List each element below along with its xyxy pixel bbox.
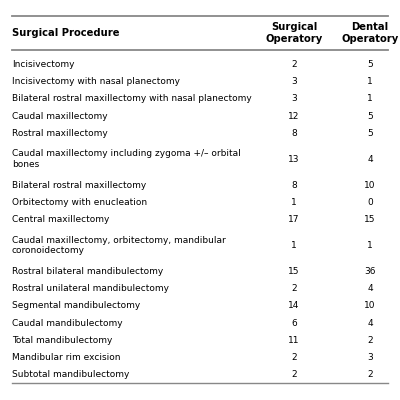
- Text: 2: 2: [367, 336, 373, 345]
- Text: Incisivectomy: Incisivectomy: [12, 60, 74, 69]
- Text: 1: 1: [291, 198, 297, 207]
- Text: Orbitectomy with enucleation: Orbitectomy with enucleation: [12, 198, 147, 207]
- Text: Caudal mandibulectomy: Caudal mandibulectomy: [12, 318, 123, 328]
- Text: 6: 6: [291, 318, 297, 328]
- Text: Caudal maxillectomy including zygoma +/– orbital
bones: Caudal maxillectomy including zygoma +/–…: [12, 150, 241, 169]
- Text: Rostral maxillectomy: Rostral maxillectomy: [12, 129, 108, 138]
- Text: Total mandibulectomy: Total mandibulectomy: [12, 336, 112, 345]
- Text: Surgical
Operatory: Surgical Operatory: [265, 22, 323, 44]
- Text: 5: 5: [367, 112, 373, 120]
- Text: 3: 3: [367, 353, 373, 362]
- Text: 4: 4: [367, 318, 373, 328]
- Text: 1: 1: [367, 241, 373, 250]
- Text: Subtotal mandibulectomy: Subtotal mandibulectomy: [12, 370, 129, 379]
- Text: 2: 2: [367, 370, 373, 379]
- Text: 5: 5: [367, 60, 373, 69]
- Text: 2: 2: [291, 284, 297, 293]
- Text: 15: 15: [364, 215, 376, 224]
- Text: Rostral unilateral mandibulectomy: Rostral unilateral mandibulectomy: [12, 284, 169, 293]
- Text: 11: 11: [288, 336, 300, 345]
- Text: 14: 14: [288, 301, 300, 310]
- Text: Bilateral rostral maxillectomy: Bilateral rostral maxillectomy: [12, 180, 146, 190]
- Text: Bilateral rostral maxillectomy with nasal planectomy: Bilateral rostral maxillectomy with nasa…: [12, 94, 252, 103]
- Text: Mandibular rim excision: Mandibular rim excision: [12, 353, 120, 362]
- Text: 5: 5: [367, 129, 373, 138]
- Text: 8: 8: [291, 129, 297, 138]
- Text: Central maxillectomy: Central maxillectomy: [12, 215, 109, 224]
- Text: Surgical Procedure: Surgical Procedure: [12, 28, 120, 38]
- Text: 10: 10: [364, 180, 376, 190]
- Text: Incisivectomy with nasal planectomy: Incisivectomy with nasal planectomy: [12, 77, 180, 86]
- Text: 4: 4: [367, 155, 373, 164]
- Text: 2: 2: [291, 370, 297, 379]
- Text: 2: 2: [291, 353, 297, 362]
- Text: 10: 10: [364, 301, 376, 310]
- Text: 0: 0: [367, 198, 373, 207]
- Text: 12: 12: [288, 112, 300, 120]
- Text: Dental
Operatory: Dental Operatory: [341, 22, 399, 44]
- Text: 1: 1: [367, 94, 373, 103]
- Text: Caudal maxillectomy: Caudal maxillectomy: [12, 112, 108, 120]
- Text: Caudal maxillectomy, orbitectomy, mandibular
coronoidectomy: Caudal maxillectomy, orbitectomy, mandib…: [12, 236, 226, 255]
- Text: 17: 17: [288, 215, 300, 224]
- Text: 2: 2: [291, 60, 297, 69]
- Text: 3: 3: [291, 94, 297, 103]
- Text: Rostral bilateral mandibulectomy: Rostral bilateral mandibulectomy: [12, 267, 163, 276]
- Text: 13: 13: [288, 155, 300, 164]
- Text: 1: 1: [291, 241, 297, 250]
- Text: 36: 36: [364, 267, 376, 276]
- Text: Segmental mandibulectomy: Segmental mandibulectomy: [12, 301, 140, 310]
- Text: 1: 1: [367, 77, 373, 86]
- Text: 15: 15: [288, 267, 300, 276]
- Text: 8: 8: [291, 180, 297, 190]
- Text: 4: 4: [367, 284, 373, 293]
- Text: 3: 3: [291, 77, 297, 86]
